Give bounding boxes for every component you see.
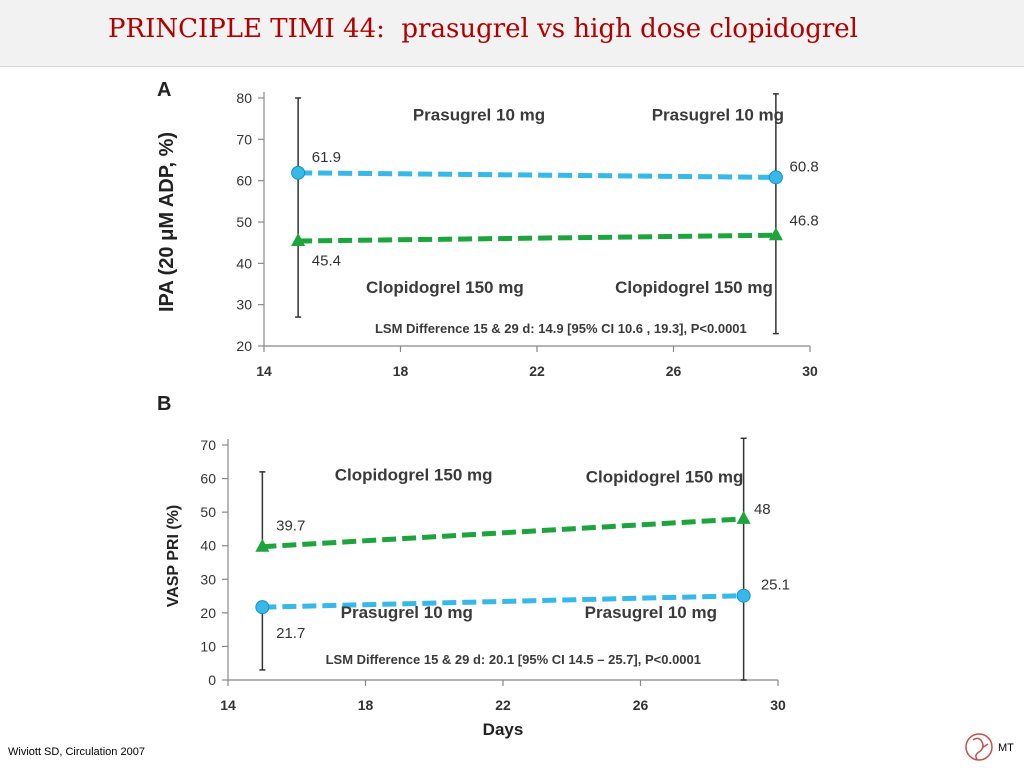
clopidogrel-series-line (262, 516, 744, 550)
stat-annotation: LSM Difference 15 & 29 d: 20.1 [95% CI 1… (326, 652, 701, 667)
treatment-annotation: Prasugrel 10 mg (341, 603, 473, 622)
y-axis-label: IPA (20 μM ADP, %) (156, 132, 178, 312)
y-tick-label: 50 (236, 214, 252, 230)
treatment-annotation: Clopidogrel 150 mg (615, 278, 773, 297)
y-axis-label: VASP PRI (%) (165, 505, 182, 608)
data-label: 45.4 (312, 252, 341, 269)
treatment-annotation: Prasugrel 10 mg (652, 106, 784, 125)
panel-letter: B (157, 393, 171, 415)
x-tick-label: 22 (529, 363, 545, 379)
data-label: 46.8 (790, 212, 819, 229)
x-axis-label: Days (483, 720, 524, 739)
x-tick-label: 18 (393, 363, 409, 379)
author-logo-icon (965, 733, 993, 761)
y-tick-label: 20 (200, 605, 216, 621)
clopidogrel-point (736, 510, 751, 524)
clopidogrel-point (291, 233, 306, 247)
slide-title: PRINCIPLE TIMI 44: prasugrel vs high dos… (108, 14, 858, 44)
citation: Wiviott SD, Circulation 2007 (8, 746, 145, 758)
x-tick-label: 30 (770, 697, 786, 713)
y-tick-label: 50 (200, 504, 216, 520)
prasugrel-point (291, 165, 306, 180)
prasugrel-series-line (298, 170, 776, 180)
y-tick-label: 40 (236, 255, 252, 271)
treatment-annotation: Prasugrel 10 mg (413, 106, 545, 125)
x-tick-label: 14 (256, 363, 272, 379)
y-tick-label: 70 (200, 437, 216, 453)
x-tick-label: 30 (802, 363, 818, 379)
clopidogrel-series-line (298, 232, 776, 244)
stat-annotation: LSM Difference 15 & 29 d: 14.9 [95% CI 1… (375, 321, 747, 336)
treatment-annotation: Clopidogrel 150 mg (586, 468, 744, 487)
y-tick-label: 30 (200, 571, 216, 587)
prasugrel-point (255, 600, 270, 615)
x-tick-label: 26 (633, 697, 649, 713)
clopidogrel-point (255, 538, 270, 552)
prasugrel-point (736, 588, 751, 603)
panel-B: B 0 10 20 30 40 50 60 70 14 18 22 26 30 VASP PRI (%) Da… (157, 393, 790, 739)
y-tick-label: 60 (236, 173, 252, 189)
treatment-annotation: Clopidogrel 150 mg (366, 278, 524, 297)
x-tick-label: 22 (495, 697, 511, 713)
y-tick-label: 60 (200, 471, 216, 487)
author-initials: MT (998, 742, 1014, 754)
treatment-annotation: Clopidogrel 150 mg (335, 465, 493, 484)
data-label: 39.7 (276, 518, 305, 535)
title-bar: PRINCIPLE TIMI 44: prasugrel vs high dos… (0, 0, 1024, 67)
panel-A: A 20 30 40 50 60 70 80 14 18 22 26 30 IPA (20 μM ADP,… (156, 79, 819, 379)
x-tick-label: 14 (220, 697, 236, 713)
clopidogrel-point (768, 227, 783, 241)
y-tick-label: 30 (236, 297, 252, 313)
treatment-annotation: Prasugrel 10 mg (585, 603, 717, 622)
y-tick-label: 0 (208, 672, 216, 688)
y-tick-label: 40 (200, 538, 216, 554)
x-tick-label: 18 (358, 697, 374, 713)
y-tick-label: 10 (200, 638, 216, 654)
data-label: 21.7 (276, 625, 305, 642)
y-tick-label: 70 (236, 131, 252, 147)
figure: A 20 30 40 50 60 70 80 14 18 22 26 30 IPA (20 μM ADP,… (156, 79, 819, 739)
y-tick-label: 80 (236, 90, 252, 106)
data-label: 25.1 (761, 576, 790, 593)
data-label: 48 (754, 501, 771, 518)
data-label: 61.9 (312, 149, 341, 166)
prasugrel-series-line (262, 593, 744, 610)
prasugrel-point (768, 170, 783, 185)
panel-letter: A (157, 79, 171, 101)
data-label: 60.8 (790, 159, 819, 176)
x-tick-label: 26 (666, 363, 682, 379)
y-tick-label: 20 (236, 338, 252, 354)
